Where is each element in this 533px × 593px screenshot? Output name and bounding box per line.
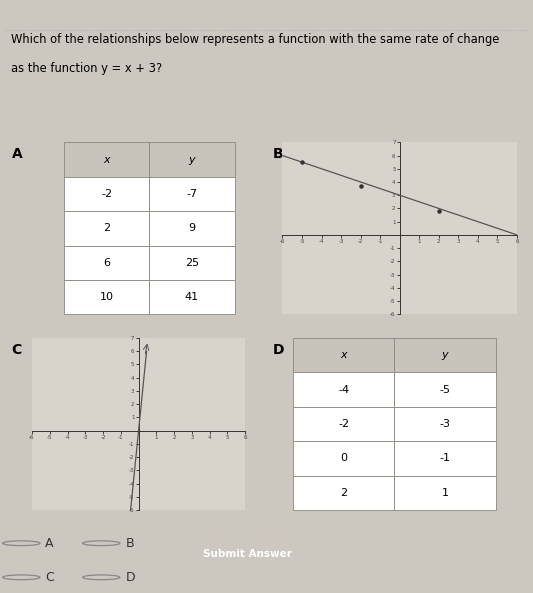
- Bar: [293, 476, 394, 510]
- Text: -5: -5: [440, 385, 450, 394]
- Text: -4: -4: [338, 385, 349, 394]
- Text: -7: -7: [187, 189, 197, 199]
- Text: -3: -3: [440, 419, 450, 429]
- Text: 41: 41: [185, 292, 199, 302]
- Bar: [64, 280, 149, 314]
- Bar: [64, 246, 149, 280]
- Point: [298, 157, 306, 167]
- Text: -2: -2: [338, 419, 349, 429]
- Text: D: D: [273, 343, 285, 357]
- Text: A: A: [45, 537, 54, 550]
- Bar: [149, 280, 235, 314]
- Text: Submit Answer: Submit Answer: [204, 549, 292, 559]
- Text: 25: 25: [185, 258, 199, 267]
- Text: A: A: [12, 147, 22, 161]
- Bar: [394, 338, 496, 372]
- Text: x: x: [103, 155, 110, 164]
- Bar: [64, 211, 149, 246]
- Bar: [149, 142, 235, 177]
- Text: C: C: [12, 343, 22, 357]
- Text: y: y: [442, 350, 448, 360]
- Bar: [293, 441, 394, 476]
- Text: 0: 0: [340, 454, 348, 463]
- Text: -2: -2: [101, 189, 112, 199]
- Text: B: B: [125, 537, 134, 550]
- Bar: [149, 246, 235, 280]
- Bar: [64, 142, 149, 177]
- Text: B: B: [273, 147, 284, 161]
- Text: x: x: [341, 350, 347, 360]
- Text: Which of the relationships below represents a function with the same rate of cha: Which of the relationships below represe…: [11, 33, 499, 46]
- Bar: [149, 211, 235, 246]
- Point: [357, 181, 365, 191]
- Bar: [293, 338, 394, 372]
- Point: [434, 206, 443, 215]
- Text: 10: 10: [100, 292, 114, 302]
- Text: 9: 9: [188, 224, 196, 233]
- Text: y: y: [189, 155, 195, 164]
- Text: as the function y = x + 3?: as the function y = x + 3?: [11, 62, 162, 75]
- Text: 2: 2: [103, 224, 110, 233]
- Text: 6: 6: [103, 258, 110, 267]
- Bar: [394, 407, 496, 441]
- Text: 2: 2: [340, 488, 348, 498]
- Bar: [149, 177, 235, 211]
- Bar: [64, 177, 149, 211]
- Bar: [293, 372, 394, 407]
- Text: D: D: [125, 571, 135, 584]
- Bar: [394, 441, 496, 476]
- Bar: [293, 407, 394, 441]
- Bar: [394, 476, 496, 510]
- Text: C: C: [45, 571, 54, 584]
- Text: -1: -1: [440, 454, 450, 463]
- Text: 1: 1: [441, 488, 449, 498]
- Bar: [394, 372, 496, 407]
